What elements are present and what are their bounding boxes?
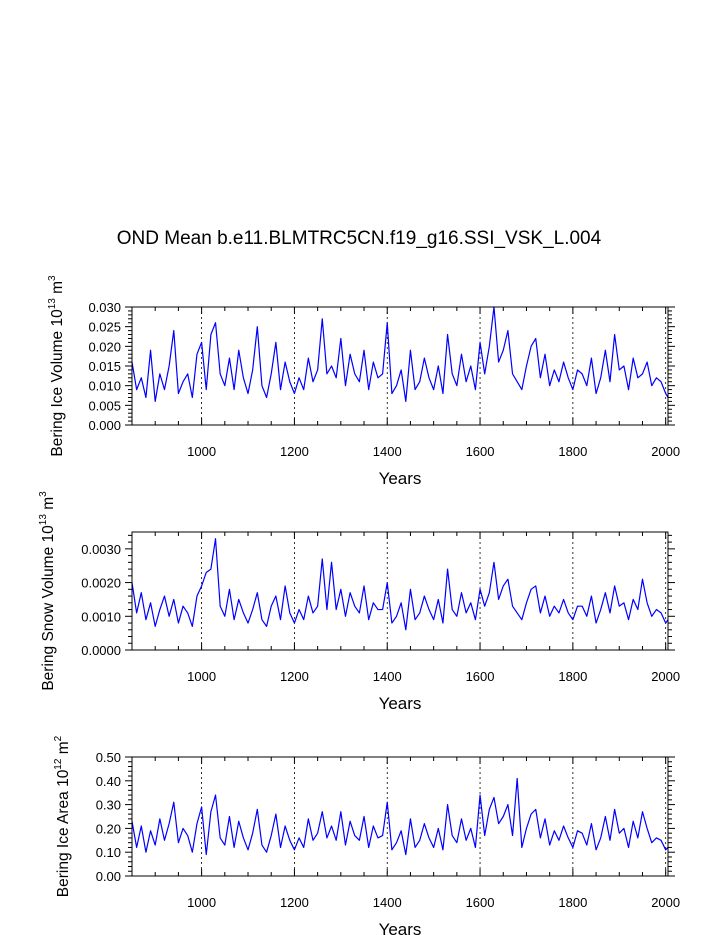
y-tick-label: 0.0030 xyxy=(81,542,121,557)
x-axis-label: Years xyxy=(379,469,422,488)
panel-ice-area: 1000 1200 1400 1600 1800 2000 0.00 0.10 0.20 0.30… xyxy=(53,735,680,935)
series-line xyxy=(131,538,669,631)
y-tick-label: 0.00 xyxy=(96,869,121,884)
x-tick-label: 2000 xyxy=(651,444,680,459)
series-line xyxy=(131,306,669,402)
x-tick-label: 1000 xyxy=(187,444,216,459)
x-tick-label: 1400 xyxy=(373,444,402,459)
y-tick-label: 0.010 xyxy=(88,379,121,394)
plot-frame xyxy=(131,531,669,651)
x-tick-label: 2000 xyxy=(651,669,680,684)
x-axis-label: Years xyxy=(379,920,422,935)
x-tick-label: 1400 xyxy=(373,895,402,910)
y-tick-label: 0.000 xyxy=(88,418,121,433)
y-tick-label: 0.020 xyxy=(88,339,121,354)
y-tick-label: 0.030 xyxy=(88,300,121,315)
y-tick-label: 0.015 xyxy=(88,359,121,374)
panel-snow-volume: 1000 1200 1400 1600 1800 2000 0.0000 0.0010 0.00… xyxy=(38,491,680,713)
y-tick-label: 0.20 xyxy=(96,821,121,836)
x-tick-label: 1400 xyxy=(373,669,402,684)
y-tick-label: 0.0000 xyxy=(81,643,121,658)
x-tick-label: 1000 xyxy=(187,895,216,910)
x-tick-label: 1800 xyxy=(558,669,587,684)
x-axis-label: Years xyxy=(379,694,422,713)
figure-title: OND Mean b.e11.BLMTRC5CN.f19_g16.SSI_VSK… xyxy=(117,228,602,249)
x-tick-label: 1200 xyxy=(280,669,309,684)
y-tick-label: 0.0010 xyxy=(81,609,121,624)
plot-frame xyxy=(131,756,669,877)
y-tick-label: 0.005 xyxy=(88,398,121,413)
series-line xyxy=(131,777,669,856)
y-tick-label: 0.0020 xyxy=(81,576,121,591)
x-tick-label: 1200 xyxy=(280,444,309,459)
panel-ice-volume: 1000 1200 1400 1600 1800 2000 0.000 0.005 0.010 0… xyxy=(47,275,680,488)
x-tick-label: 1200 xyxy=(280,895,309,910)
x-tick-label: 2000 xyxy=(651,895,680,910)
x-tick-label: 1600 xyxy=(466,669,495,684)
y-tick-label: 0.40 xyxy=(96,774,121,789)
x-tick-label: 1800 xyxy=(558,895,587,910)
x-tick-label: 1800 xyxy=(558,444,587,459)
y-axis-label: Bering Snow Volume 1013 m3 xyxy=(38,491,57,691)
y-axis-label: Bering Ice Volume 1013 m3 xyxy=(47,275,66,457)
x-tick-label: 1600 xyxy=(466,444,495,459)
y-tick-label: 0.10 xyxy=(96,845,121,860)
y-tick-label: 0.50 xyxy=(96,750,121,765)
plot-frame xyxy=(131,306,669,426)
y-axis-label: Bering Ice Area 1012 m2 xyxy=(53,735,72,897)
x-tick-label: 1600 xyxy=(466,895,495,910)
x-tick-label: 1000 xyxy=(187,669,216,684)
y-tick-label: 0.30 xyxy=(96,798,121,813)
y-tick-label: 0.025 xyxy=(88,320,121,335)
